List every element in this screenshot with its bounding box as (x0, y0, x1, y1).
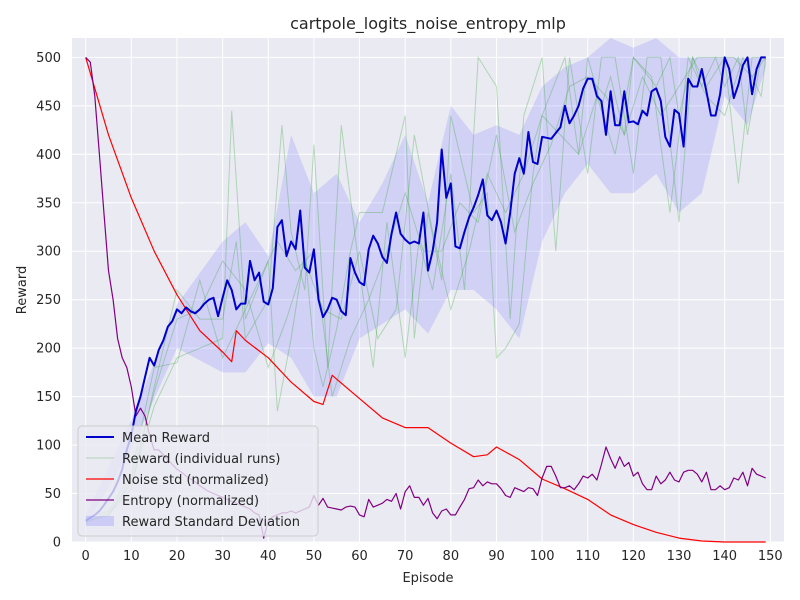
x-tick-labels: 0 10 20 30 40 50 60 70 80 90 100 110 120 130 140 150 (82, 549, 783, 564)
x-tick-label: 50 (306, 549, 323, 564)
x-tick-label: 130 (667, 549, 692, 564)
chart-title: cartpole_logits_noise_entropy_mlp (290, 14, 566, 34)
legend-swatch-band (86, 516, 114, 526)
x-tick-label: 100 (530, 549, 555, 564)
x-tick-label: 70 (397, 549, 414, 564)
x-tick-label: 40 (260, 549, 277, 564)
grid (72, 38, 784, 543)
x-tick-label: 0 (82, 549, 90, 564)
x-tick-label: 30 (214, 549, 231, 564)
legend-label-band: Reward Standard Deviation (122, 515, 300, 530)
y-tick-label: 500 (36, 51, 61, 66)
y-tick-label: 300 (36, 245, 61, 260)
y-tick-label: 400 (36, 148, 61, 163)
x-tick-label: 150 (758, 549, 783, 564)
y-tick-label: 0 (53, 536, 61, 551)
individual-run-line (85, 55, 766, 522)
x-tick-label: 10 (123, 549, 140, 564)
legend-label-mean: Mean Reward (122, 431, 210, 446)
y-tick-labels: 0 50 100 150 200 250 300 350 400 450 500 (36, 51, 61, 551)
x-tick-label: 120 (621, 549, 646, 564)
x-tick-label: 60 (351, 549, 368, 564)
x-tick-label: 140 (712, 549, 737, 564)
x-tick-label: 20 (169, 549, 186, 564)
y-tick-label: 50 (44, 487, 61, 502)
noise-std-line (85, 57, 766, 543)
legend: Mean Reward Reward (individual runs) Noi… (77, 425, 319, 537)
y-tick-label: 100 (36, 439, 61, 454)
y-tick-label: 150 (36, 390, 61, 405)
y-tick-label: 350 (36, 196, 61, 211)
legend-label-entropy: Entropy (normalized) (122, 494, 259, 509)
std-band (85, 38, 766, 525)
y-axis-label: Reward (15, 266, 30, 314)
legend-label-runs: Reward (individual runs) (122, 452, 281, 467)
individual-run-line (85, 56, 767, 520)
x-axis-label: Episode (402, 571, 453, 586)
x-tick-label: 110 (575, 549, 600, 564)
x-tick-label: 80 (443, 549, 460, 564)
y-tick-label: 200 (36, 342, 61, 357)
legend-label-noise: Noise std (normalized) (122, 473, 269, 488)
legend-box (77, 425, 319, 537)
std-band-layer (85, 38, 766, 525)
y-tick-label: 250 (36, 293, 61, 308)
y-tick-label: 450 (36, 99, 61, 114)
x-tick-label: 90 (488, 549, 505, 564)
individual-run-line (85, 55, 767, 523)
mean-reward-line (85, 56, 766, 522)
